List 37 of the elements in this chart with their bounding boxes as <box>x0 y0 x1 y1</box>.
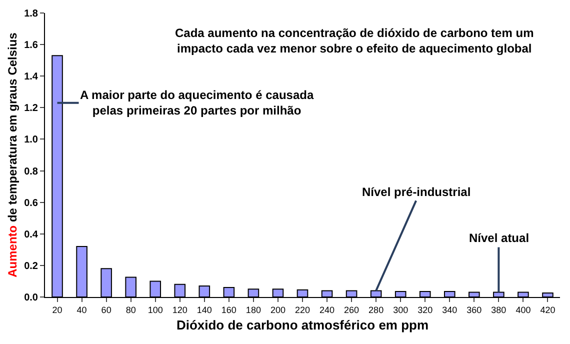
y-tick-label: 1.8 <box>24 8 38 20</box>
y-tick-label: 0.2 <box>24 260 38 272</box>
x-tick-label: 400 <box>516 304 531 315</box>
y-axis-title: Aumento de temperatura em graus Celsius <box>5 32 20 278</box>
x-tick-label: 240 <box>320 304 335 315</box>
y-tick-label: 0.6 <box>24 198 38 209</box>
annotation: Nível pré-industrial <box>362 185 471 199</box>
x-tick-label: 320 <box>418 304 433 315</box>
annotation: Nível atual <box>469 231 530 245</box>
y-tick-label: 0.0 <box>24 292 38 304</box>
x-axis-title: Dióxido de carbono atmosférico em ppm <box>176 317 429 332</box>
x-tick-label: 80 <box>126 304 136 315</box>
x-tick-label: 100 <box>148 304 163 315</box>
annotation: A maior parte do aquecimento é causada pelas primeiras 20 partes por milhão <box>80 88 314 118</box>
y-tick-label: 1.4 <box>24 72 38 83</box>
y-tick-label: 1.6 <box>24 40 38 52</box>
y-tick-label: 1.0 <box>24 134 38 146</box>
x-tick-label: 160 <box>221 304 236 315</box>
x-tick-label: 60 <box>101 304 112 315</box>
x-tick-label: 340 <box>442 304 458 315</box>
x-tick-label: 360 <box>466 304 482 315</box>
x-tick-label: 380 <box>491 304 506 315</box>
y-tick-label: 1.2 <box>24 103 38 114</box>
x-tick-label: 40 <box>76 304 87 315</box>
x-tick-label: 280 <box>368 304 384 315</box>
x-tick-label: 120 <box>172 304 188 315</box>
x-tick-label: 20 <box>52 304 62 315</box>
y-tick-label: 0.4 <box>24 229 38 240</box>
x-tick-label: 300 <box>393 304 408 315</box>
x-tick-label: 200 <box>270 304 286 315</box>
x-tick-label: 220 <box>294 304 310 315</box>
y-tick-label: 0.8 <box>24 166 38 178</box>
text: Cada aumento na concentração de dióxido de carbono tem um impacto cada vez menor sobre o efeito de aquecimento global <box>175 26 534 56</box>
x-tick-label: 260 <box>344 304 360 315</box>
x-tick-label: 420 <box>540 304 556 315</box>
x-tick-label: 140 <box>196 304 212 315</box>
x-tick-label: 180 <box>246 304 261 315</box>
